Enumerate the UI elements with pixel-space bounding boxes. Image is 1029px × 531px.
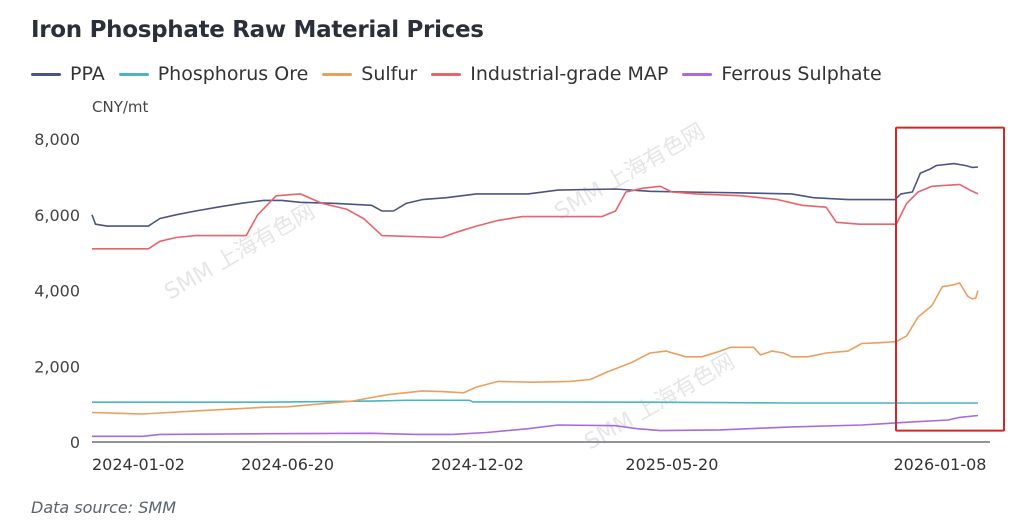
chart-title: Iron Phosphate Raw Material Prices	[31, 17, 484, 43]
legend-item[interactable]: PPA	[31, 63, 105, 85]
legend-swatch-icon	[322, 72, 353, 76]
series-line-phosphorus-ore	[92, 399, 978, 404]
y-tick-label: 8,000	[34, 130, 80, 149]
legend-swatch-icon	[682, 72, 713, 76]
legend-label: Ferrous Sulphate	[721, 63, 882, 85]
y-tick-label: 0	[70, 433, 80, 452]
x-tick-label: 2024-06-20	[241, 455, 334, 474]
legend-swatch-icon	[31, 72, 61, 76]
legend-label: Industrial-grade MAP	[470, 63, 669, 85]
series-line-ferrous-sulphate	[92, 414, 979, 438]
legend-label: PPA	[70, 63, 105, 85]
series-line-sulfur	[91, 282, 979, 415]
series-line-ppa	[91, 162, 979, 227]
x-tick-label: 2026-01-08	[894, 455, 987, 474]
highlight-box	[895, 126, 1005, 432]
legend-swatch-icon	[118, 72, 149, 76]
legend-item[interactable]: Industrial-grade MAP	[431, 63, 668, 85]
y-tick-label: 2,000	[34, 357, 80, 376]
legend: PPA Phosphorus Ore Sulfur Industrial-grade …	[31, 63, 896, 85]
x-tick-label: 2024-12-02	[431, 455, 524, 474]
watermark-text: SMM 上海有色网	[161, 199, 320, 305]
y-tick-label: 6,000	[34, 206, 80, 225]
y-axis-label: CNY/mt	[92, 98, 149, 116]
legend-item[interactable]: Sulfur	[322, 63, 417, 85]
x-tick-label: 2024-01-02	[92, 455, 185, 474]
series-line-industrial-grade-map	[92, 183, 979, 250]
legend-label: Sulfur	[361, 63, 418, 85]
legend-item[interactable]: Phosphorus Ore	[118, 63, 309, 85]
legend-item[interactable]: Ferrous Sulphate	[682, 63, 882, 85]
legend-swatch-icon	[431, 72, 462, 76]
y-tick-label: 4,000	[34, 282, 80, 301]
data-source: Data source: SMM	[31, 498, 177, 517]
legend-label: Phosphorus Ore	[157, 63, 309, 85]
x-tick-label: 2025-05-20	[625, 455, 718, 474]
watermark-text: SMM 上海有色网	[551, 119, 710, 225]
